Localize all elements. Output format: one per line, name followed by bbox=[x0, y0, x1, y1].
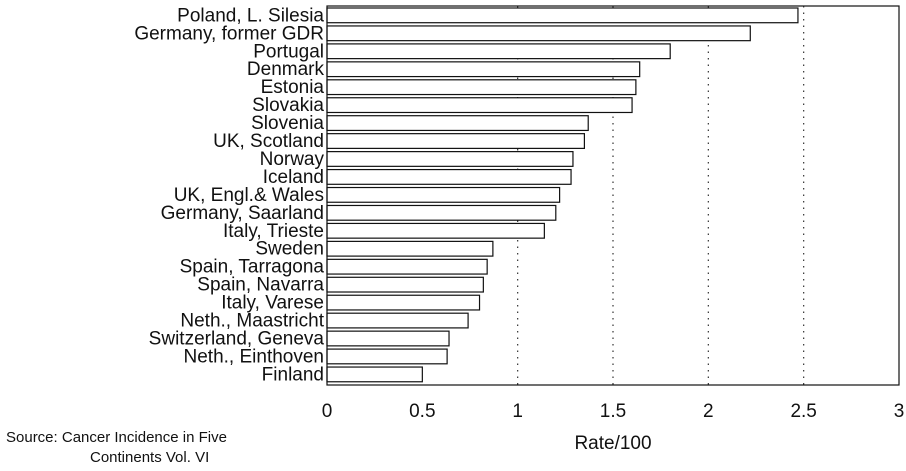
category-label: Italy, Trieste bbox=[223, 221, 324, 242]
x-tick-label: 1 bbox=[512, 401, 523, 422]
bar bbox=[326, 168, 572, 185]
category-label: Italy, Varese bbox=[221, 293, 324, 314]
category-label: Norway bbox=[260, 149, 325, 170]
bar bbox=[326, 151, 574, 167]
bar bbox=[326, 258, 488, 275]
category-label: Denmark bbox=[247, 59, 325, 80]
category-label: Germany, former GDR bbox=[134, 23, 324, 44]
bar bbox=[326, 7, 799, 24]
source-line-1: Source: Cancer Incidence in Five bbox=[6, 429, 227, 446]
category-label: UK, Engl.& Wales bbox=[174, 185, 324, 206]
category-label: Slovenia bbox=[251, 113, 324, 134]
bar bbox=[326, 25, 751, 42]
x-tick-label: 1.5 bbox=[600, 401, 626, 422]
category-label: Neth., Maastricht bbox=[180, 311, 324, 332]
bar bbox=[326, 312, 469, 329]
x-tick-labels: 0 0.5 1 1.5 2 2.5 3 bbox=[322, 401, 905, 422]
bar bbox=[326, 115, 589, 132]
bar bbox=[326, 330, 450, 347]
bar bbox=[326, 61, 641, 78]
category-label: Sweden bbox=[255, 239, 324, 260]
category-label: Spain, Tarragona bbox=[180, 257, 325, 278]
bar bbox=[326, 222, 545, 239]
bar bbox=[326, 97, 633, 114]
bar bbox=[326, 204, 557, 221]
bar bbox=[326, 294, 481, 311]
category-label: Estonia bbox=[261, 77, 325, 98]
bar bbox=[326, 133, 585, 149]
source-line-2: Continents Vol. VI bbox=[90, 449, 210, 466]
bars bbox=[326, 7, 799, 383]
bar bbox=[326, 43, 671, 60]
x-tick-label: 3 bbox=[894, 401, 905, 422]
category-label: Poland, L. Silesia bbox=[177, 5, 324, 26]
category-label: Switzerland, Geneva bbox=[149, 329, 325, 350]
x-tick-label: 2 bbox=[703, 401, 714, 422]
category-label: Slovakia bbox=[252, 95, 324, 116]
x-tick-label: 0.5 bbox=[409, 401, 435, 422]
bar bbox=[326, 79, 637, 96]
x-axis-title: Rate/100 bbox=[574, 433, 651, 454]
category-label: Spain, Navarra bbox=[197, 275, 324, 296]
category-label: Finland bbox=[262, 364, 324, 385]
bar bbox=[326, 348, 448, 365]
bar bbox=[326, 240, 494, 257]
x-tick-label: 2.5 bbox=[790, 401, 816, 422]
category-label: Neth., Einthoven bbox=[184, 346, 324, 367]
bar bbox=[326, 186, 561, 203]
bar bbox=[326, 366, 423, 383]
category-label: Germany, Saarland bbox=[161, 203, 324, 224]
plot-frame bbox=[326, 5, 900, 386]
x-tick-label: 0 bbox=[322, 401, 333, 422]
category-label: UK, Scotland bbox=[213, 131, 324, 152]
category-label: Iceland bbox=[263, 167, 324, 188]
source-note: Source: Cancer Incidence in Five Contine… bbox=[6, 428, 227, 468]
bar bbox=[326, 276, 484, 293]
category-label: Portugal bbox=[253, 41, 324, 62]
